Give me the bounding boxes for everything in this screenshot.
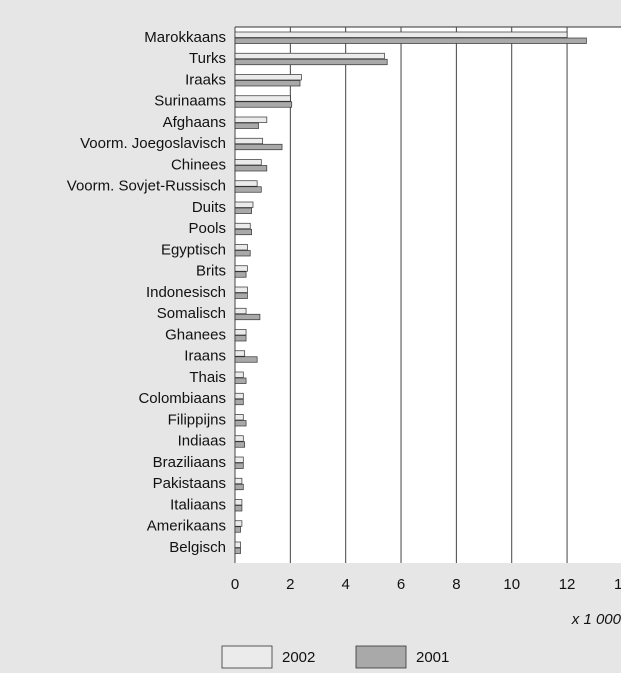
legend-swatch: [355, 645, 407, 669]
bar: [234, 499, 243, 506]
y-tick-label: Braziliaans: [153, 454, 226, 471]
bar: [234, 441, 246, 448]
bar: [234, 520, 243, 527]
bar: [234, 58, 388, 66]
y-tick-label: Iraaks: [185, 71, 226, 88]
bar: [234, 80, 301, 87]
y-tick-label: Pools: [188, 220, 226, 237]
bar: [234, 222, 251, 230]
y-tick-label: Iraans: [184, 348, 226, 365]
bar: [234, 101, 293, 108]
legend-label: 2001: [416, 649, 449, 666]
y-tick-label: Voorm. Sovjet-Russisch: [67, 178, 226, 195]
bar: [234, 207, 252, 214]
bar: [234, 371, 244, 378]
bar: [234, 52, 385, 60]
y-tick-label: Chinees: [171, 156, 226, 173]
bar: [234, 505, 243, 512]
y-tick-label: Turks: [189, 50, 226, 67]
y-tick-label: Ghanees: [165, 326, 226, 343]
x-unit-label: x 1 000: [571, 611, 621, 628]
y-tick-label: Somalisch: [157, 305, 226, 322]
y-tick-label: Italiaans: [170, 496, 226, 513]
bar: [234, 122, 259, 129]
legend-label: 2002: [282, 649, 315, 666]
x-tick-label: 4: [342, 576, 350, 593]
x-tick-label: 6: [397, 576, 405, 593]
y-tick-label: Pakistaans: [153, 475, 226, 492]
y-tick-label: Brits: [196, 263, 226, 280]
bar: [234, 526, 241, 533]
bar: [234, 356, 258, 363]
bar: [234, 250, 251, 257]
bar: [234, 335, 247, 342]
y-tick-label: Filippijns: [168, 411, 226, 428]
bar: [234, 541, 241, 548]
bar: [234, 159, 262, 166]
bar: [234, 313, 261, 321]
bar: [234, 286, 248, 293]
x-tick-label: 0: [231, 576, 239, 593]
bar: [234, 143, 283, 151]
bar: [234, 462, 244, 469]
y-tick-label: Afghaans: [163, 114, 226, 131]
bar: [234, 350, 246, 357]
y-tick-label: Indiaas: [178, 433, 226, 450]
y-tick-label: Colombiaans: [138, 390, 226, 407]
bar: [234, 307, 247, 315]
bar: [234, 477, 243, 485]
bar: [234, 31, 568, 38]
bar: [234, 116, 268, 123]
bar: [234, 329, 247, 336]
x-tick-label: 12: [559, 576, 576, 593]
y-tick-label: Egyptisch: [161, 241, 226, 258]
bar: [234, 244, 248, 251]
bar: [234, 228, 252, 236]
bar: [234, 180, 258, 187]
x-tick-label: 14: [614, 576, 621, 593]
x-tick-label: 8: [452, 576, 460, 593]
bar: [234, 186, 262, 193]
bar: [234, 201, 254, 208]
bar: [234, 265, 248, 272]
bar: [234, 137, 264, 145]
bar: [234, 420, 247, 427]
y-tick-label: Amerikaans: [147, 518, 226, 535]
y-tick-label: Marokkaans: [144, 29, 226, 46]
y-tick-label: Belgisch: [169, 539, 226, 556]
bar: [234, 392, 244, 400]
bar: [234, 37, 587, 44]
bar: [234, 165, 268, 172]
bar: [234, 74, 302, 81]
plot-area: [235, 27, 621, 563]
bar: [234, 414, 244, 421]
bar: [234, 271, 247, 278]
bar: [234, 95, 291, 102]
bar: [234, 456, 244, 463]
bar: [234, 398, 244, 406]
bar: [234, 435, 244, 442]
y-tick-label: Surinaams: [154, 93, 226, 110]
bar: [234, 483, 244, 491]
x-tick-label: 2: [286, 576, 294, 593]
y-tick-label: Thais: [189, 369, 226, 386]
y-tick-label: Duits: [192, 199, 226, 216]
bar: [234, 547, 241, 554]
bar: [234, 292, 248, 299]
y-tick-label: Voorm. Joegoslavisch: [80, 135, 226, 152]
x-tick-label: 10: [503, 576, 520, 593]
legend-swatch: [221, 645, 273, 669]
bar: [234, 377, 247, 384]
y-tick-label: Indonesisch: [146, 284, 226, 301]
